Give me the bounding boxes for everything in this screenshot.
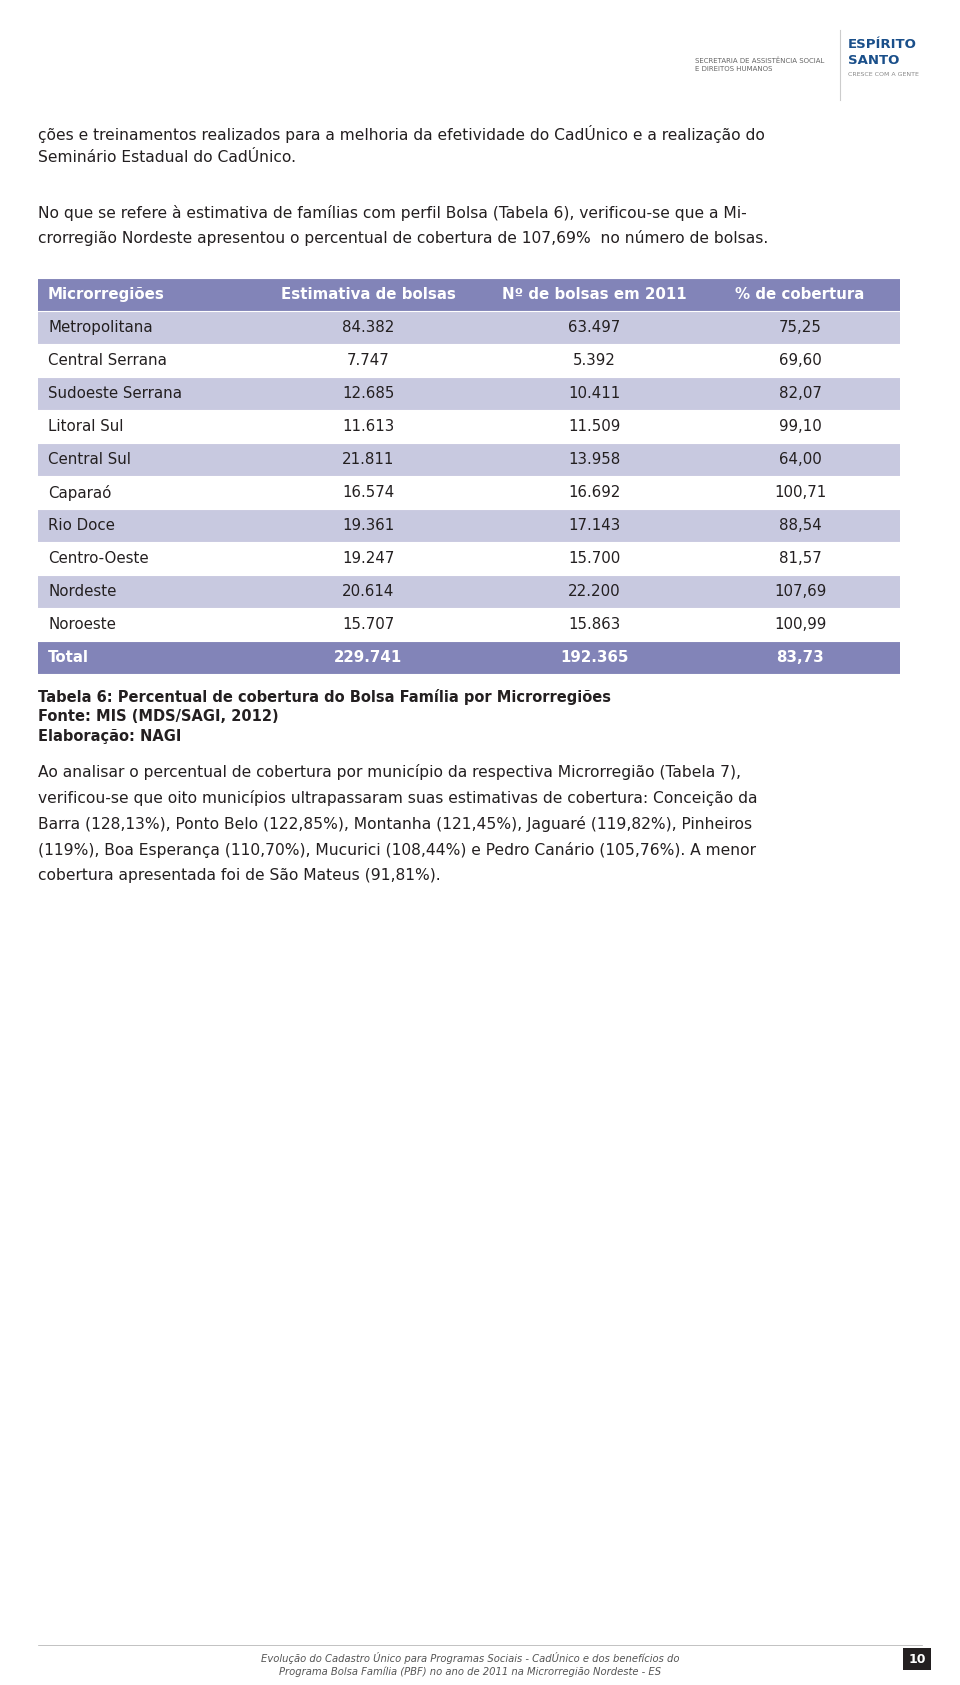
Text: Seminário Estadual do CadÚnico.: Seminário Estadual do CadÚnico.: [38, 150, 296, 165]
Text: 22.200: 22.200: [567, 585, 620, 598]
Text: Litoral Sul: Litoral Sul: [48, 420, 124, 435]
Text: Estimativa de bolsas: Estimativa de bolsas: [280, 286, 455, 302]
Text: Ao analisar o percentual de cobertura por município da respectiva Microrregião (: Ao analisar o percentual de cobertura po…: [38, 763, 741, 780]
Text: 69,60: 69,60: [779, 352, 822, 367]
Text: 81,57: 81,57: [779, 551, 822, 566]
Text: Barra (128,13%), Ponto Belo (122,85%), Montanha (121,45%), Jaguaré (119,82%), Pi: Barra (128,13%), Ponto Belo (122,85%), M…: [38, 816, 752, 832]
Text: 229.741: 229.741: [334, 650, 402, 666]
Bar: [38, 443, 900, 475]
Text: 15.863: 15.863: [568, 617, 620, 632]
Text: ESPÍRITO
SANTO: ESPÍRITO SANTO: [848, 39, 917, 67]
Text: 13.958: 13.958: [568, 452, 620, 467]
Text: 192.365: 192.365: [560, 650, 628, 666]
Bar: [38, 608, 900, 640]
Text: Sudoeste Serrana: Sudoeste Serrana: [48, 386, 182, 401]
Text: 100,99: 100,99: [774, 617, 827, 632]
Text: Fonte: MIS (MDS/SAGI, 2012): Fonte: MIS (MDS/SAGI, 2012): [38, 709, 278, 725]
Text: 107,69: 107,69: [774, 585, 827, 598]
Text: 99,10: 99,10: [779, 420, 822, 435]
Text: Tabela 6: Percentual de cobertura do Bolsa Família por Microrregiões: Tabela 6: Percentual de cobertura do Bol…: [38, 689, 611, 704]
Text: 84.382: 84.382: [342, 320, 395, 335]
Text: 64,00: 64,00: [779, 452, 822, 467]
Bar: [38, 377, 900, 409]
Text: Rio Doce: Rio Doce: [48, 517, 115, 532]
Text: Evolução do Cadastro Único para Programas Sociais - CadÚnico e dos benefícios do: Evolução do Cadastro Único para Programa…: [261, 1651, 680, 1665]
Text: 10.411: 10.411: [568, 386, 620, 401]
Text: Noroeste: Noroeste: [48, 617, 116, 632]
Text: Programa Bolsa Família (PBF) no ano de 2011 na Microrregião Nordeste - ES: Programa Bolsa Família (PBF) no ano de 2…: [279, 1666, 661, 1677]
Text: 7.747: 7.747: [347, 352, 390, 367]
Text: Central Serrana: Central Serrana: [48, 352, 167, 367]
Bar: [903, 1648, 931, 1670]
Text: Nº de bolsas em 2011: Nº de bolsas em 2011: [502, 286, 686, 302]
Bar: [38, 409, 900, 443]
Text: 63.497: 63.497: [568, 320, 620, 335]
Text: No que se refere à estimativa de famílias com perfil Bolsa (Tabela 6), verificou: No que se refere à estimativa de família…: [38, 206, 747, 221]
Bar: [38, 312, 900, 344]
Text: 20.614: 20.614: [342, 585, 395, 598]
Text: 11.509: 11.509: [568, 420, 620, 435]
Text: 17.143: 17.143: [568, 517, 620, 532]
Text: 21.811: 21.811: [342, 452, 395, 467]
Bar: [38, 475, 900, 509]
Text: 16.574: 16.574: [342, 485, 395, 500]
Text: % de cobertura: % de cobertura: [735, 286, 865, 302]
Text: Total: Total: [48, 650, 89, 666]
Text: 15.707: 15.707: [342, 617, 395, 632]
Text: Elaboração: NAGI: Elaboração: NAGI: [38, 730, 181, 745]
Text: verificou-se que oito municípios ultrapassaram suas estimativas de cobertura: Co: verificou-se que oito municípios ultrapa…: [38, 790, 757, 805]
Text: 82,07: 82,07: [779, 386, 822, 401]
Text: 5.392: 5.392: [572, 352, 615, 367]
Text: Metropolitana: Metropolitana: [48, 320, 153, 335]
Text: ções e treinamentos realizados para a melhoria da efetividade do CadÚnico e a re: ções e treinamentos realizados para a me…: [38, 125, 765, 143]
Text: 75,25: 75,25: [779, 320, 822, 335]
Text: (119%), Boa Esperança (110,70%), Mucurici (108,44%) e Pedro Canário (105,76%). A: (119%), Boa Esperança (110,70%), Mucuric…: [38, 842, 756, 858]
Bar: [38, 278, 900, 312]
Text: cobertura apresentada foi de São Mateus (91,81%).: cobertura apresentada foi de São Mateus …: [38, 868, 441, 883]
Text: 19.247: 19.247: [342, 551, 395, 566]
Text: Nordeste: Nordeste: [48, 585, 116, 598]
Text: 16.692: 16.692: [567, 485, 620, 500]
Text: Microrregiões: Microrregiões: [48, 286, 165, 302]
Text: crorregião Nordeste apresentou o percentual de cobertura de 107,69%  no número d: crorregião Nordeste apresentou o percent…: [38, 229, 768, 246]
Text: 11.613: 11.613: [342, 420, 395, 435]
Text: 12.685: 12.685: [342, 386, 395, 401]
Text: 19.361: 19.361: [342, 517, 395, 532]
Text: 15.700: 15.700: [568, 551, 620, 566]
Bar: [38, 509, 900, 543]
Text: 10: 10: [908, 1653, 925, 1665]
Text: 100,71: 100,71: [774, 485, 827, 500]
Bar: [38, 575, 900, 608]
Text: CRESCE COM A GENTE: CRESCE COM A GENTE: [848, 72, 919, 78]
Text: 83,73: 83,73: [776, 650, 824, 666]
Text: 88,54: 88,54: [779, 517, 822, 532]
Text: Central Sul: Central Sul: [48, 452, 131, 467]
Text: Centro-Oeste: Centro-Oeste: [48, 551, 149, 566]
Bar: [38, 640, 900, 674]
Text: SECRETARIA DE ASSISTÊNCIA SOCIAL
E DIREITOS HUMANOS: SECRETARIA DE ASSISTÊNCIA SOCIAL E DIREI…: [695, 57, 825, 72]
Text: Caparaó: Caparaó: [48, 485, 111, 500]
Bar: [38, 344, 900, 377]
Bar: [38, 543, 900, 575]
